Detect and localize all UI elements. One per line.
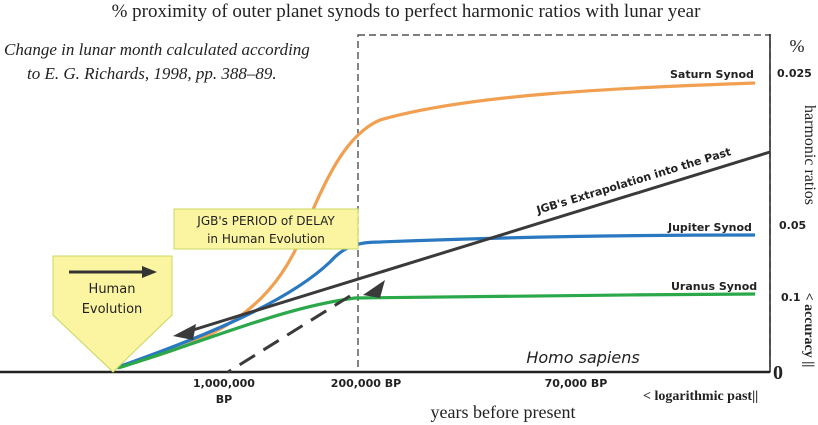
series-label-extrapolation: JGB's Extrapolation into the Past	[534, 145, 732, 217]
x-scale-label: < logarithmic past||	[643, 389, 758, 404]
extrapolation-arrowhead-lower	[173, 324, 196, 340]
extrapolation-arrowhead-upper	[363, 280, 385, 298]
x-tick-label-1000000: 1,000,000	[193, 377, 255, 390]
delay-annotation-line-1: JGB's PERIOD of DELAY	[196, 214, 335, 228]
chart-subtitle-line-1: Change in lunar month calculated accordi…	[4, 40, 310, 59]
delay-annotation-box	[173, 208, 359, 250]
y-tick-label-0: 0	[773, 362, 783, 384]
human-evolution-label-line-1: Human	[89, 282, 136, 297]
y-axis-accuracy-label: < accuracy ||	[801, 293, 816, 368]
x-tick-label-70000: 70,000 BP	[545, 377, 608, 390]
series-label-uranus: Uranus Synod	[671, 280, 757, 293]
delay-annotation-line-2: in Human Evolution	[207, 232, 325, 246]
x-tick-label-200000: 200,000 BP	[331, 377, 401, 390]
chart-subtitle-line-2: to E. G. Richards, 1998, pp. 388–89.	[27, 64, 277, 83]
human-evolution-marker	[52, 255, 173, 373]
x-axis-title: years before present	[431, 402, 576, 422]
series-label-jupiter: Jupiter Synod	[667, 221, 752, 234]
series-line-extrapolation	[179, 150, 771, 336]
y-tick-label-01: 0.1	[781, 291, 801, 304]
extrapolation-dashed-continuation	[227, 294, 351, 374]
chart-title: % proximity of outer planet synods to pe…	[112, 1, 702, 22]
x-tick-label-1000000-bp: BP	[216, 393, 232, 406]
y-axis-title: harmonic ratios	[801, 105, 818, 205]
homo-sapiens-label: Homo sapiens	[526, 348, 639, 367]
series-label-saturn: Saturn Synod	[670, 68, 754, 81]
series-line-jupiter	[114, 233, 756, 370]
human-evolution-arrow-head	[142, 266, 157, 278]
y-tick-label-005: 0.05	[779, 219, 806, 232]
y-tick-label-0025: 0.025	[777, 67, 812, 80]
human-evolution-label-line-2: Evolution	[82, 302, 143, 317]
y-unit-label: %	[790, 36, 805, 56]
series-line-uranus	[117, 292, 756, 370]
